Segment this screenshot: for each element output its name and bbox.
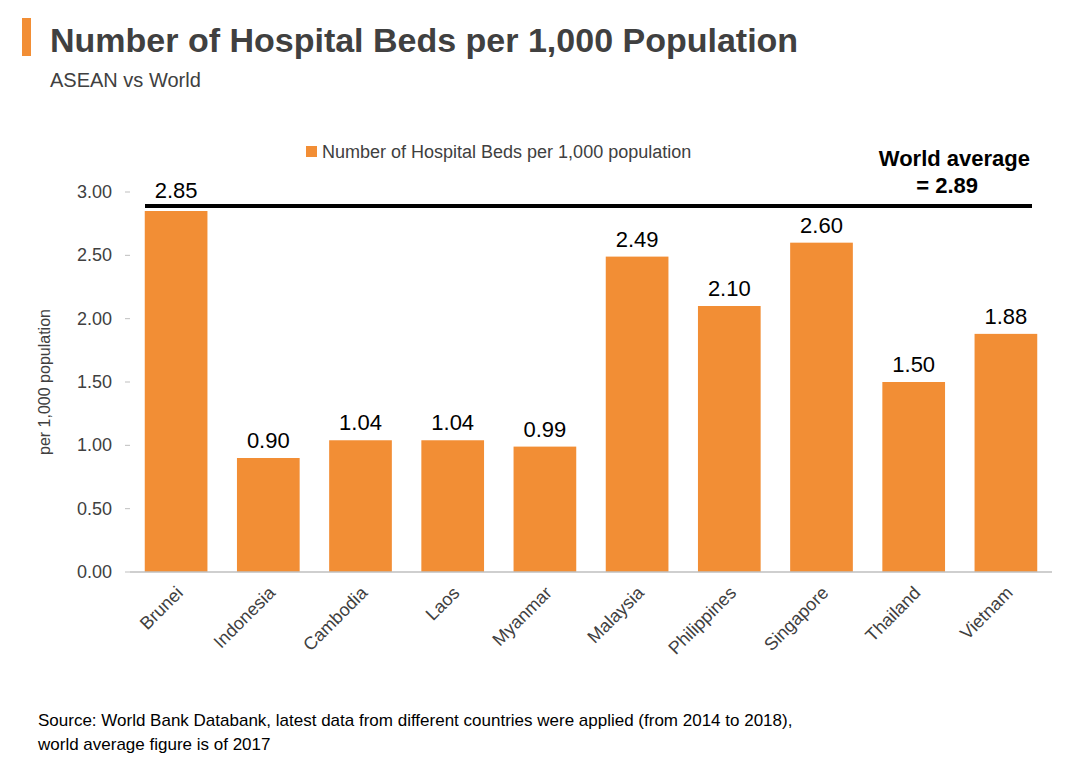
y-tick-label: 1.00 — [77, 435, 112, 455]
x-tick-label: Thailand — [862, 583, 925, 646]
bar — [514, 447, 577, 572]
data-label: 1.04 — [339, 410, 382, 435]
x-tick-label: Brunei — [136, 583, 187, 634]
y-tick-label: 2.00 — [77, 309, 112, 329]
y-axis-label: per 1,000 population — [36, 309, 53, 455]
x-axis-line — [130, 571, 1052, 573]
y-tick-label: 0.00 — [77, 562, 112, 582]
x-tick-label: Vietnam — [956, 583, 1017, 644]
x-tick-label: Indonesia — [210, 582, 280, 652]
bar — [237, 458, 300, 572]
data-label: 1.04 — [431, 410, 474, 435]
y-tick-label: 3.00 — [77, 182, 112, 202]
bar — [606, 257, 669, 572]
y-tick-label: 0.50 — [77, 499, 112, 519]
bar — [975, 334, 1038, 572]
y-tick — [125, 382, 130, 383]
source-note: world average figure is of 2017 — [37, 735, 270, 754]
reference-label: World average — [879, 146, 1030, 171]
bar — [698, 306, 761, 572]
source-note: Source: World Bank Databank, latest data… — [38, 711, 792, 730]
chart: Number of Hospital Beds per 1,000 Popula… — [0, 0, 1082, 769]
data-label: 2.60 — [800, 213, 843, 238]
bar — [329, 440, 392, 572]
reference-line — [145, 204, 1032, 208]
x-tick-label: Myanmar — [489, 583, 556, 650]
title-accent — [22, 18, 31, 56]
data-label: 1.88 — [984, 304, 1027, 329]
data-label: 2.85 — [155, 178, 198, 203]
x-tick-label: Singapore — [760, 583, 832, 655]
y-tick — [125, 445, 130, 446]
subtitle: ASEAN vs World — [50, 69, 201, 91]
data-label: 1.50 — [892, 352, 935, 377]
title: Number of Hospital Beds per 1,000 Popula… — [50, 21, 798, 59]
y-tick — [125, 192, 130, 193]
legend-swatch — [306, 146, 317, 157]
reference-label: = 2.89 — [916, 173, 978, 198]
data-label: 0.90 — [247, 428, 290, 453]
data-label: 2.49 — [616, 227, 659, 252]
x-tick-label: Malaysia — [584, 582, 649, 647]
bar — [421, 440, 484, 572]
y-tick — [125, 572, 130, 573]
y-tick-label: 2.50 — [77, 245, 112, 265]
x-tick-label: Cambodia — [299, 582, 372, 655]
y-tick — [125, 318, 130, 319]
x-tick-label: Laos — [422, 583, 464, 625]
x-tick-label: Philippines — [664, 583, 740, 659]
bar — [882, 382, 945, 572]
y-tick — [125, 508, 130, 509]
bar — [145, 211, 208, 572]
data-label: 0.99 — [523, 417, 566, 442]
data-label: 2.10 — [708, 276, 751, 301]
y-tick — [125, 255, 130, 256]
bar — [790, 243, 853, 572]
y-tick-label: 1.50 — [77, 372, 112, 392]
legend-label: Number of Hospital Beds per 1,000 popula… — [322, 142, 691, 162]
bars — [145, 211, 1037, 572]
